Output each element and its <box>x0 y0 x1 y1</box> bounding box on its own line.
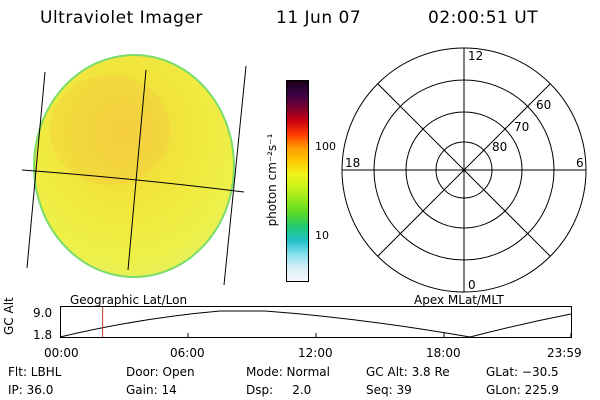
info-door: Door: Open <box>126 365 195 379</box>
right-projection-label: Apex MLat/MLT <box>414 293 504 307</box>
orbit-xtick-0000: 00:00 <box>44 346 79 360</box>
lat-label-80: 80 <box>492 140 508 154</box>
instrument-title: Ultraviolet Imager <box>40 8 203 28</box>
time-label: 02:00:51 UT <box>428 8 539 28</box>
color-scale-bar <box>286 80 309 282</box>
earth-disk <box>33 54 235 278</box>
latitude-line <box>21 169 245 193</box>
orbit-altitude-plot <box>60 306 572 338</box>
mlt-label-12: 12 <box>468 49 484 63</box>
colorbar-unit-label: photon cm⁻²s⁻¹ <box>265 133 279 227</box>
mlt-diagonal-2 <box>377 83 551 257</box>
info-dsp: Dsp: 2.0 <box>246 383 312 397</box>
colorbar-tick-100: 100 <box>315 140 336 153</box>
orbit-xtick-1200: 12:00 <box>298 346 333 360</box>
left-projection-label: Geographic Lat/Lon <box>70 293 188 307</box>
mlt-label-18: 18 <box>345 156 361 170</box>
mlt-label-6: 6 <box>576 156 584 170</box>
meridian-line-1 <box>26 71 46 269</box>
info-mode: Mode: Normal <box>246 365 330 379</box>
orbit-ytick-high: 9.0 <box>33 306 53 320</box>
info-filter: Flt: LBHL <box>8 365 62 379</box>
info-seq: Seq: 39 <box>366 383 412 397</box>
info-ip: IP: 36.0 <box>8 383 54 397</box>
polar-plot <box>341 47 587 293</box>
disk-highlight <box>50 75 170 185</box>
orbit-xtick-2359: 23:59 <box>547 346 582 360</box>
orbit-ytick-low: 1.8 <box>33 328 53 342</box>
meridian-line-2 <box>127 69 147 271</box>
orbit-plot-frame <box>60 306 572 338</box>
orbit-xtick-1800: 18:00 <box>426 346 461 360</box>
meridian-line-3 <box>223 65 247 286</box>
orbit-altitude-curve <box>60 310 572 338</box>
orbit-xtick-0600: 06:00 <box>170 346 205 360</box>
date-label: 11 Jun 07 <box>276 8 362 28</box>
lat-label-60: 60 <box>536 98 552 112</box>
orbit-ylabel: GC Alt <box>2 297 16 335</box>
info-gc-alt: GC Alt: 3.8 Re <box>366 365 450 379</box>
mlt-label-0: 0 <box>468 278 476 292</box>
info-gain: Gain: 14 <box>126 383 177 397</box>
colorbar-tick-10: 10 <box>315 229 329 242</box>
info-glat: GLat: −30.5 <box>486 365 559 379</box>
lat-label-70: 70 <box>514 120 530 134</box>
info-glon: GLon: 225.9 <box>486 383 559 397</box>
